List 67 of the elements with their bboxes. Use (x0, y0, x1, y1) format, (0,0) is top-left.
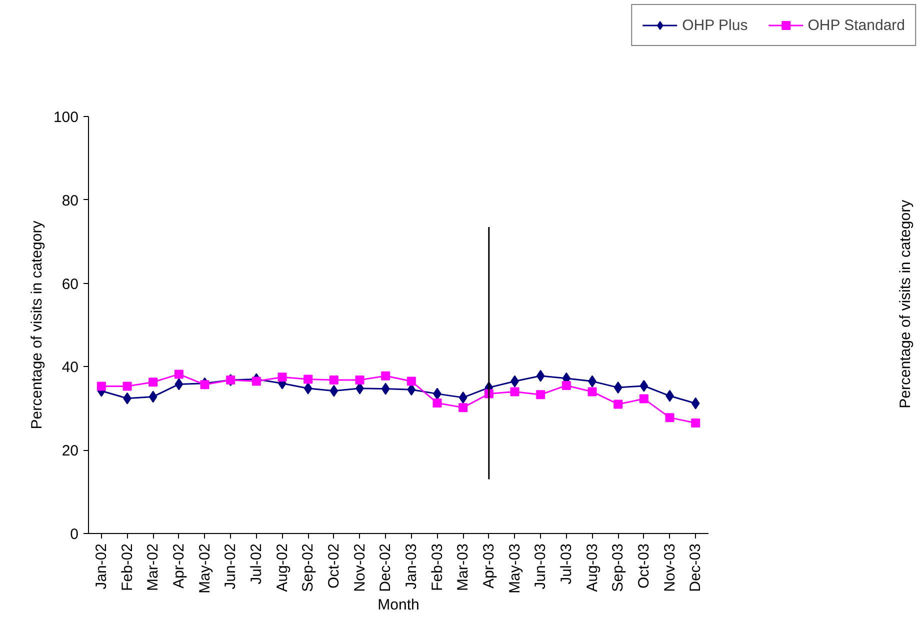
x-tick-label: Oct-03 (635, 544, 652, 589)
text: Percentage of visits in category (897, 199, 914, 408)
x-tick-label: Dec-02 (377, 543, 394, 592)
point (381, 382, 390, 395)
point (96, 382, 106, 391)
x-tick-label: Mar-03 (454, 543, 472, 592)
x-tick-label: Nov-02 (351, 543, 368, 592)
point (614, 382, 622, 394)
x-tick-label: Feb-02 (118, 543, 136, 592)
point (148, 390, 158, 403)
x-tick-label: May-03 (506, 543, 524, 594)
point (639, 394, 648, 404)
point (640, 380, 648, 392)
x-tick-label: Jun-03 (532, 543, 550, 590)
x-tick-label: Feb-03 (428, 543, 446, 592)
point (691, 397, 700, 410)
point (355, 376, 364, 385)
y-tick-label: 60 (62, 276, 79, 293)
point (330, 384, 338, 397)
x-tick-label: Jan-02 (92, 543, 110, 590)
point (536, 370, 545, 382)
point (458, 403, 468, 412)
point (252, 376, 261, 386)
x-tick-label: Sep-02 (300, 543, 317, 592)
x-tick-label: Apr-03 (480, 543, 498, 589)
point (174, 378, 184, 390)
x-tick-label: Apr-02 (170, 543, 188, 589)
point (278, 372, 287, 382)
point (432, 398, 442, 408)
point (122, 382, 132, 391)
y-axis-title: Percentage of visits in category (28, 220, 46, 430)
point (510, 387, 520, 396)
point (148, 378, 158, 387)
x-tick-label: Aug-03 (584, 543, 601, 592)
point (458, 392, 468, 404)
y-tick-label: 80 (62, 192, 79, 210)
x-axis-title: Month (378, 596, 420, 614)
x-tick-label: Sep-03 (610, 543, 627, 592)
x-tick-label: Jan-03 (402, 543, 420, 590)
x-tick-label: Aug-02 (274, 543, 291, 592)
x-tick-label: Oct-02 (325, 544, 342, 589)
point (691, 418, 700, 428)
point (304, 374, 313, 384)
x-tick-label: Jun-02 (222, 543, 240, 590)
legend-label: OHP Standard (808, 16, 905, 34)
point (200, 380, 210, 390)
point (614, 400, 623, 409)
point (562, 380, 571, 390)
point (329, 376, 338, 385)
point (536, 390, 546, 400)
x-tick-label: Jul-03 (558, 543, 575, 584)
x-tick-label: Nov-03 (661, 543, 678, 592)
x-tick-label: Jul-02 (248, 543, 265, 584)
x-tick-label: May-02 (196, 543, 214, 594)
point (174, 370, 184, 379)
y-tick-label: 100 (53, 109, 79, 126)
y-tick-label: 40 (62, 359, 79, 376)
y-tick-label: 20 (62, 442, 79, 460)
x-tick-label: Mar-02 (144, 543, 162, 592)
y-tick-label: 0 (70, 526, 78, 543)
point (381, 371, 390, 380)
point (588, 387, 597, 396)
point (406, 376, 416, 386)
point (304, 382, 312, 394)
x-tick-label: Dec-03 (687, 543, 704, 592)
point (665, 413, 674, 422)
legend-label: OHP Plus (682, 16, 748, 34)
